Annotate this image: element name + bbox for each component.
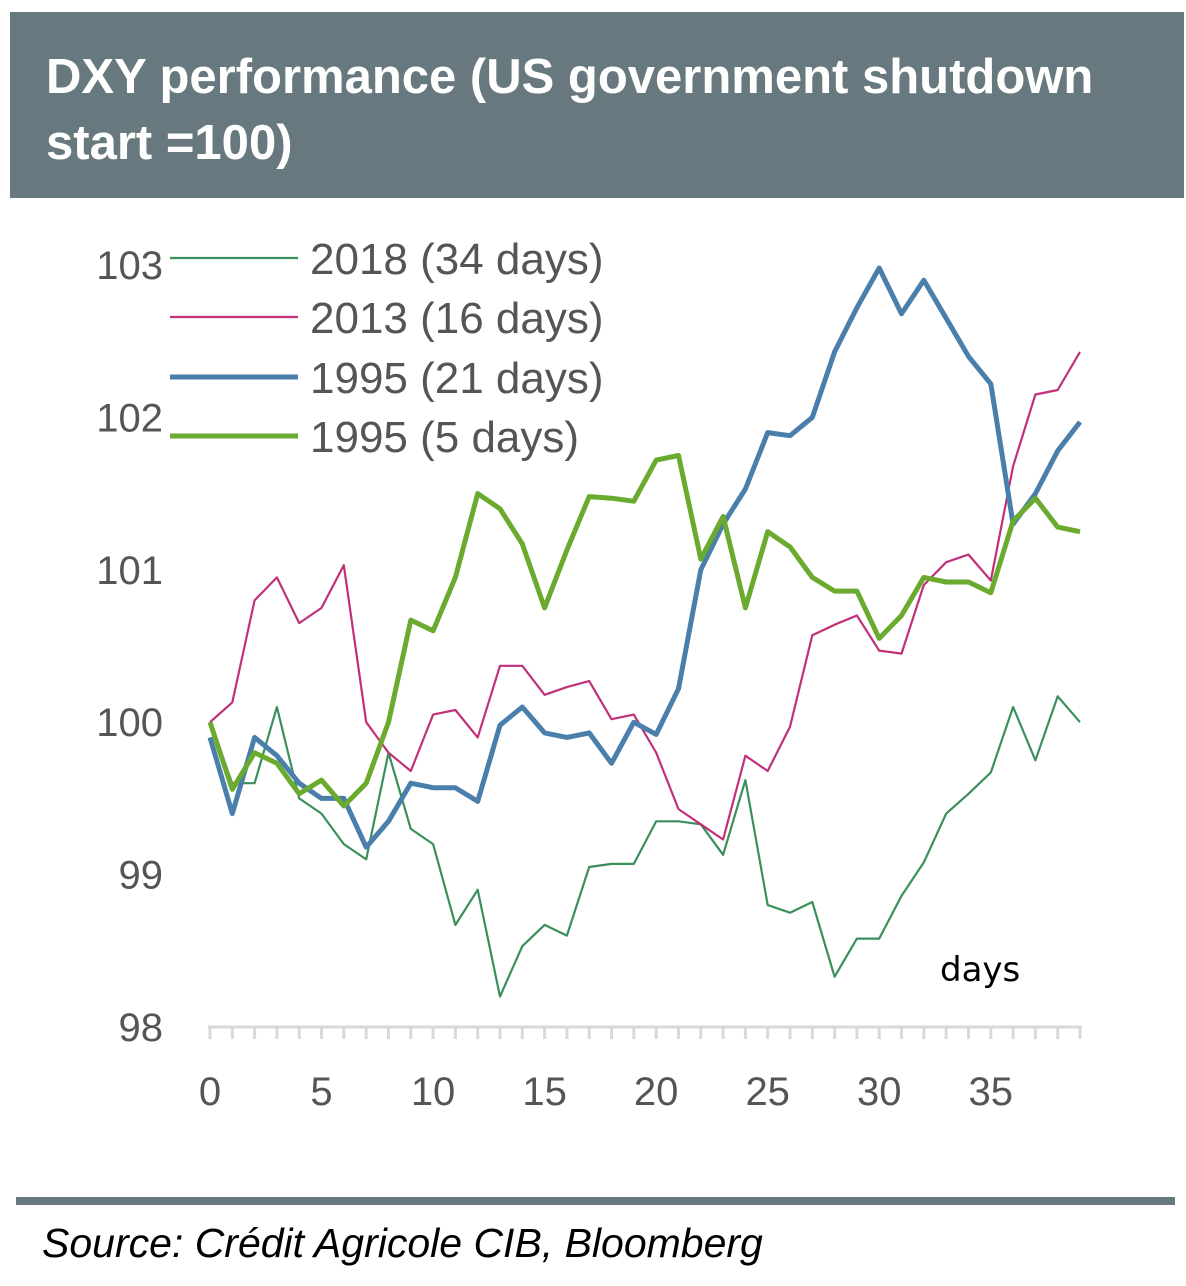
x-tick-label: 5 [310,1070,332,1114]
x-tick-label: 20 [634,1070,679,1114]
series-line-2 [207,265,1082,850]
x-axis-label: days [940,950,1020,990]
y-tick-label: 102 [96,396,163,440]
divider [16,1197,1175,1205]
legend-label: 2013 (16 days) [310,294,604,343]
legend-label: 1995 (5 days) [310,413,579,462]
series-line-3 [207,453,1081,809]
chart-title: DXY performance (US government shutdown … [46,50,1094,170]
y-tick-label: 103 [96,244,163,288]
y-tick-label: 99 [119,854,164,898]
x-tick-label: 30 [857,1070,902,1114]
series-line-0 [208,695,1081,998]
x-tick-label: 0 [199,1070,221,1114]
x-tick-label: 15 [522,1070,567,1114]
y-tick-label: 98 [119,1006,164,1050]
x-tick-label: 35 [969,1070,1014,1114]
legend-label: 2018 (34 days) [310,235,604,284]
legend-label: 1995 (21 days) [310,354,604,403]
y-tick-label: 101 [96,549,163,593]
title-banner: DXY performance (US government shutdown … [10,12,1184,198]
y-tick-label: 100 [96,701,163,745]
x-tick-label: 10 [411,1070,456,1114]
series-line-1 [209,351,1081,841]
source-note: Source: Crédit Agricole CIB, Bloomberg [42,1220,763,1266]
x-tick-label: 25 [745,1070,790,1114]
